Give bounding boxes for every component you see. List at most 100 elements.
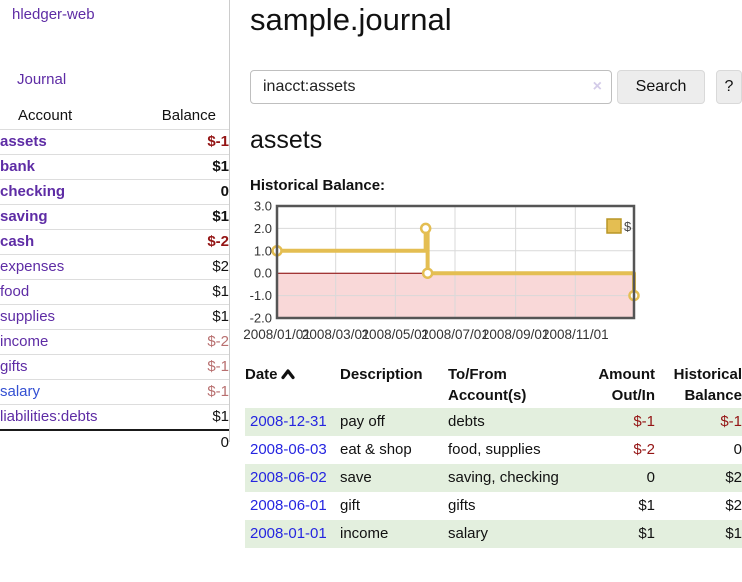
account-row: income $-2 (0, 329, 229, 355)
svg-text:2008/01/01: 2008/01/01 (243, 327, 311, 342)
account-balance: $-2 (207, 233, 229, 250)
search-bar: × Search ? (250, 70, 742, 104)
account-link-food[interactable]: food (0, 283, 30, 300)
account-link-assets[interactable]: assets (0, 133, 47, 150)
register-header-row: Date Description To/From Account(s) Amou… (245, 362, 742, 408)
transaction-description: income (340, 525, 389, 542)
account-link-checking[interactable]: checking (0, 183, 66, 200)
register-header-description: Description (340, 366, 423, 383)
account-row: gifts $-1 (0, 354, 229, 380)
register-row: 2008-12-31 pay off debts $-1 $-1 (245, 408, 742, 436)
svg-text:2008/05/01: 2008/05/01 (362, 327, 430, 342)
accounts-header-balance: Balance (161, 107, 216, 124)
account-link-income[interactable]: income (0, 333, 49, 350)
svg-text:2008/11/01: 2008/11/01 (542, 327, 609, 342)
accounts-header-account: Account (18, 107, 73, 124)
svg-text:-1.0: -1.0 (250, 288, 272, 303)
transaction-date-link[interactable]: 2008-01-01 (250, 525, 327, 542)
search-input[interactable] (250, 70, 612, 104)
search-button[interactable]: Search (617, 70, 705, 104)
transaction-amount: $1 (638, 525, 655, 542)
account-balance: $1 (212, 283, 229, 300)
account-balance: $-2 (207, 333, 229, 350)
transaction-date-link[interactable]: 2008-06-01 (250, 497, 327, 514)
svg-text:2008/09/01: 2008/09/01 (482, 327, 550, 342)
account-row: salary $-1 (0, 379, 229, 405)
account-heading: assets (250, 126, 323, 154)
register-header-date[interactable]: Date (245, 362, 340, 408)
brand-link[interactable]: hledger-web (12, 6, 95, 23)
svg-text:1.0: 1.0 (254, 243, 272, 258)
main-content: sample.journal × Search ? assets Histori… (243, 0, 742, 582)
sidebar: hledger-web Journal Account Balance asse… (0, 0, 230, 451)
register-header-date-label: Date (245, 366, 278, 383)
register-table: Date Description To/From Account(s) Amou… (245, 362, 742, 548)
account-row: checking 0 (0, 179, 229, 205)
account-link-liabilities-debts[interactable]: liabilities:debts (0, 408, 98, 425)
account-link-bank[interactable]: bank (0, 158, 36, 175)
account-balance: $1 (212, 408, 229, 425)
account-balance: $2 (212, 258, 229, 275)
account-row: expenses $2 (0, 254, 229, 280)
transaction-balance: $2 (725, 497, 742, 514)
transaction-balance: $2 (725, 469, 742, 486)
account-balance: $-1 (207, 133, 229, 150)
account-balance: $-1 (207, 383, 229, 400)
account-balance: $-1 (207, 358, 229, 375)
transaction-amount: $1 (638, 497, 655, 514)
svg-text:0.0: 0.0 (254, 266, 272, 281)
transaction-description: eat & shop (340, 441, 412, 458)
historical-balance-chart: 3.0 2.0 1.0 0.0 -1.0 -2.02008/01/012008/03/01… (243, 199, 640, 342)
svg-text:3.0: 3.0 (254, 199, 272, 214)
page-title: sample.journal (250, 2, 452, 37)
svg-text:2008/07/01: 2008/07/01 (421, 327, 489, 342)
register-row: 2008-01-01 income salary $1 $1 (245, 520, 742, 548)
account-link-salary[interactable]: salary (0, 383, 41, 400)
sidebar-item-journal[interactable]: Journal (17, 71, 67, 88)
account-link-gifts[interactable]: gifts (0, 358, 28, 375)
svg-text:2008/03/01: 2008/03/01 (302, 327, 370, 342)
account-row: food $1 (0, 279, 229, 305)
account-link-supplies[interactable]: supplies (0, 308, 56, 325)
svg-text:2.0: 2.0 (254, 221, 272, 236)
transaction-amount: 0 (646, 469, 655, 486)
transaction-date-link[interactable]: 2008-12-31 (250, 413, 327, 430)
account-link-saving[interactable]: saving (0, 208, 48, 225)
transaction-description: save (340, 469, 372, 486)
search-box: × (250, 70, 612, 104)
account-row: supplies $1 (0, 304, 229, 330)
chart-title: Historical Balance: (250, 177, 386, 194)
register-header-accounts: To/From Account(s) (448, 366, 527, 404)
accounts-table: Account Balance assets $-1 bank $1 check… (0, 102, 229, 455)
register-row: 2008-06-01 gift gifts $1 $2 (245, 492, 742, 520)
help-button[interactable]: ? (716, 70, 742, 104)
sort-ascending-icon (280, 369, 295, 380)
register-row: 2008-06-02 save saving, checking 0 $2 (245, 464, 742, 492)
transaction-balance: $1 (725, 525, 742, 542)
transaction-amount: $-2 (633, 441, 655, 458)
transaction-accounts: food, supplies (448, 441, 541, 458)
clear-search-icon[interactable]: × (592, 78, 602, 95)
account-balance: $1 (212, 158, 229, 175)
account-row: bank $1 (0, 154, 229, 180)
transaction-balance: 0 (733, 441, 742, 458)
account-balance: 0 (220, 183, 229, 200)
transaction-accounts: debts (448, 413, 485, 430)
transaction-accounts: gifts (448, 497, 476, 514)
register-header-balance: Historical Balance (673, 366, 742, 404)
transaction-description: pay off (340, 413, 385, 430)
transaction-accounts: salary (448, 525, 489, 542)
account-row: assets $-1 (0, 129, 229, 155)
account-link-expenses[interactable]: expenses (0, 258, 65, 275)
accounts-total-value: 0 (220, 434, 229, 451)
transaction-description: gift (340, 497, 361, 514)
account-row: cash $-2 (0, 229, 229, 255)
transaction-balance: $-1 (720, 413, 742, 430)
transaction-date-link[interactable]: 2008-06-02 (250, 469, 327, 486)
account-balance: $1 (212, 208, 229, 225)
chart-legend-label: $ (624, 219, 632, 234)
account-link-cash[interactable]: cash (0, 233, 35, 250)
accounts-total-row: 0 (0, 430, 229, 455)
register-row: 2008-06-03 eat & shop food, supplies $-2… (245, 436, 742, 464)
transaction-date-link[interactable]: 2008-06-03 (250, 441, 327, 458)
